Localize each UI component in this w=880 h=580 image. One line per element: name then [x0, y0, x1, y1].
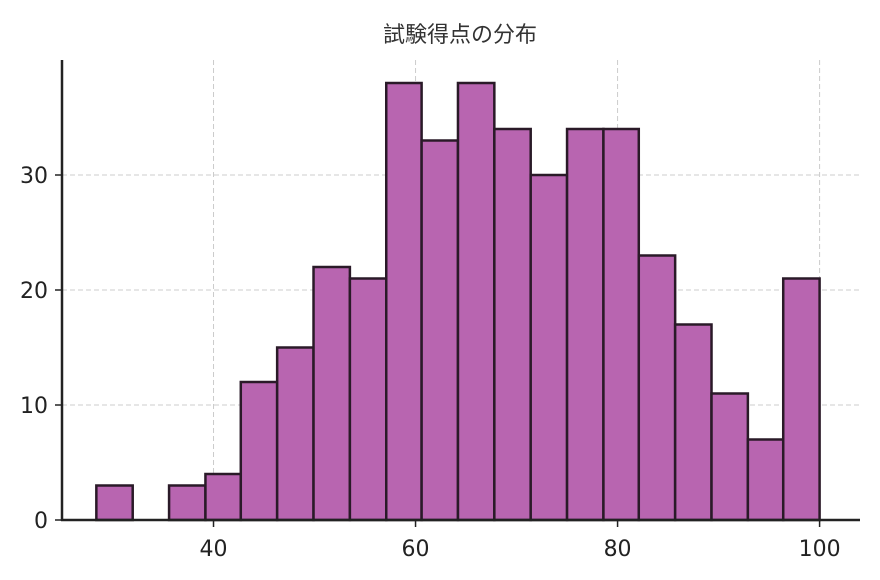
histogram-bar — [348, 277, 388, 522]
chart-title: 試験得点の分布 — [383, 23, 537, 48]
histogram-bar — [746, 438, 785, 522]
histogram-bar — [312, 265, 352, 522]
y-tick-label: 30 — [20, 164, 48, 189]
histogram-bar — [781, 277, 821, 522]
x-tick-label: 100 — [799, 537, 841, 562]
histogram-bar — [204, 472, 243, 522]
x-tick-label: 40 — [200, 537, 228, 562]
histogram-bar — [673, 323, 713, 522]
histogram-bar — [456, 81, 496, 522]
x-tick-label: 80 — [604, 537, 632, 562]
histogram-bar — [385, 81, 423, 522]
histogram-bar — [710, 392, 750, 522]
histogram-bar — [420, 139, 460, 522]
axes: 40 60 80 100 0 10 20 30 — [20, 60, 860, 562]
y-tick-label: 10 — [20, 394, 48, 419]
bars — [95, 81, 821, 522]
histogram-bar — [239, 380, 279, 522]
histogram-bar — [602, 127, 641, 522]
histogram-bar — [529, 173, 569, 522]
histogram-bar — [637, 254, 677, 522]
y-tick-label: 20 — [20, 279, 48, 304]
x-tick-label: 60 — [402, 537, 430, 562]
histogram-bar — [95, 484, 134, 522]
histogram-bar — [167, 484, 207, 522]
histogram-bar — [565, 127, 605, 522]
histogram-bar — [275, 346, 315, 522]
y-tick-label: 0 — [34, 509, 48, 534]
histogram-bar — [493, 127, 532, 522]
